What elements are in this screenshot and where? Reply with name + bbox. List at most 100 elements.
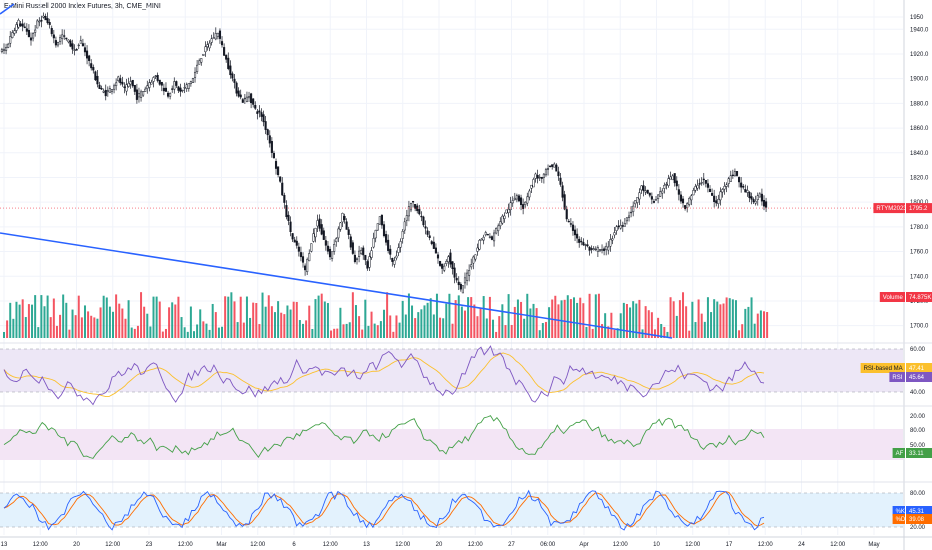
- stoch-k-line: [3, 489, 765, 531]
- candle-body: [453, 267, 456, 278]
- candle-body: [449, 252, 452, 265]
- volume-bar: [414, 318, 417, 338]
- candle-body: [23, 26, 26, 28]
- volume-bar: [557, 304, 560, 338]
- volume-bar: [140, 292, 143, 338]
- volume-bar: [439, 317, 442, 338]
- candle-body: [175, 81, 178, 86]
- candle-body: [507, 208, 510, 214]
- volume-bar: [339, 307, 342, 338]
- volume-bar: [149, 326, 152, 338]
- volume-bar: [99, 307, 102, 338]
- candle-body: [513, 197, 516, 200]
- volume-bar: [59, 314, 62, 338]
- volume-bar: [124, 318, 127, 338]
- candle-body: [59, 37, 62, 42]
- volume-bar: [423, 305, 426, 338]
- volume-bar: [80, 317, 83, 338]
- volume-bar: [647, 310, 650, 338]
- volume-bar: [230, 292, 233, 338]
- candle-body: [480, 238, 483, 241]
- volume-value: 74.875K: [909, 295, 931, 301]
- volume-bar: [108, 306, 111, 338]
- candle-body: [686, 203, 689, 208]
- candle-body: [314, 227, 317, 238]
- volume-bar: [305, 320, 308, 338]
- candle-body: [171, 88, 174, 90]
- candle-body: [733, 171, 736, 177]
- candle-body: [183, 87, 186, 89]
- candle-body: [69, 40, 72, 47]
- volume-bar: [498, 316, 501, 338]
- volume-bar: [189, 306, 192, 338]
- volume-bar: [722, 303, 725, 338]
- candle-body: [266, 129, 269, 136]
- candle-body: [466, 272, 469, 281]
- volume-bar: [236, 322, 239, 338]
- candle-body: [715, 200, 718, 204]
- y-tick-label: 1700.0: [910, 324, 929, 330]
- candle-body: [129, 81, 132, 85]
- x-tick-label: Apr: [579, 542, 588, 548]
- last-price-value: 1795.2: [909, 206, 928, 212]
- candle-body: [227, 57, 230, 69]
- candle-body: [229, 65, 232, 76]
- volume-bar: [607, 326, 610, 338]
- volume-bar: [133, 328, 136, 338]
- trend-line-descending: [0, 232, 673, 339]
- candle-body: [673, 173, 676, 184]
- candle-body: [11, 32, 14, 38]
- candle-body: [40, 19, 43, 22]
- volume-bar: [323, 301, 326, 338]
- volume-bar: [597, 293, 600, 338]
- volume-bar: [302, 323, 305, 338]
- candle-body: [239, 94, 242, 98]
- candle-body: [200, 58, 203, 63]
- candle-body: [754, 200, 757, 204]
- candle-body: [185, 84, 188, 89]
- y-tick-label: 1740.0: [910, 274, 929, 280]
- candle-body: [648, 192, 651, 196]
- candle-body: [48, 22, 51, 25]
- volume-bar: [193, 331, 195, 338]
- candle-body: [619, 225, 622, 229]
- candle-body: [206, 44, 209, 48]
- volume-bar: [601, 324, 604, 338]
- volume-bar: [252, 302, 255, 338]
- x-tick-label: 12:00: [323, 542, 339, 548]
- candle-body: [515, 195, 518, 200]
- volume-bar: [513, 306, 516, 338]
- volume-bar: [298, 320, 301, 338]
- candle-body: [457, 281, 460, 286]
- candle-body: [378, 216, 381, 225]
- candle-body: [125, 84, 128, 92]
- badge-label: RSI-based MA: [864, 366, 903, 372]
- rsi-value: 45.64: [909, 375, 925, 381]
- volume-bar: [529, 308, 532, 338]
- candle-body: [94, 71, 97, 81]
- volume-bar: [501, 304, 504, 338]
- volume-bar: [118, 303, 121, 338]
- af-pane: 20.00 50.00 80.00: [3, 414, 926, 459]
- volume-bar: [716, 301, 719, 338]
- volume-bar: [429, 298, 432, 338]
- candle-body: [519, 197, 523, 206]
- candle-body: [700, 182, 703, 184]
- candle-body: [264, 121, 267, 130]
- candle-body: [297, 246, 300, 252]
- volume-bar: [361, 329, 364, 338]
- volume-bar: [326, 303, 329, 338]
- candle-body: [299, 252, 302, 258]
- volume-bar: [348, 322, 351, 338]
- candle-body: [252, 98, 255, 105]
- candle-body: [277, 166, 280, 176]
- candle-body: [360, 250, 363, 254]
- candle-body: [590, 248, 593, 250]
- candle-body: [657, 194, 660, 200]
- candle-body: [127, 83, 130, 87]
- volume-bar: [65, 302, 68, 338]
- candle-body: [308, 253, 311, 262]
- volume-bar: [731, 299, 734, 338]
